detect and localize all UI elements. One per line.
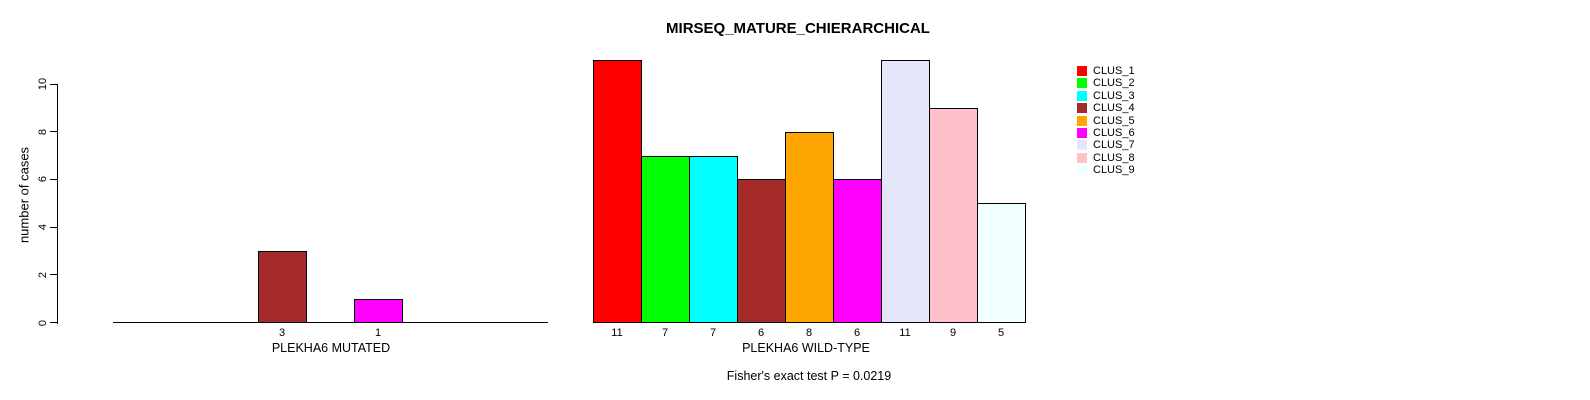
bar-wild_type-clus_2 (641, 156, 690, 323)
legend-label-clus_6: CLUS_6 (1093, 127, 1135, 139)
bar-wild_type-clus_9 (977, 203, 1026, 323)
legend-label-clus_7: CLUS_7 (1093, 139, 1135, 151)
legend-label-clus_1: CLUS_1 (1093, 65, 1135, 77)
bar-wild_type-clus_6 (833, 179, 882, 323)
bar-value-label-mutated-clus_4: 3 (278, 327, 286, 339)
bar-wild_type-clus_1 (593, 60, 642, 323)
bar-value-label-wild_type-clus_9: 5 (997, 327, 1005, 339)
bar-value-label-wild_type-clus_4: 6 (757, 327, 765, 339)
bar-value-label-wild_type-clus_5: 8 (805, 327, 813, 339)
y-axis-tick (50, 84, 57, 85)
bar-wild_type-clus_7 (881, 60, 930, 323)
legend-label-clus_3: CLUS_3 (1093, 90, 1135, 102)
y-axis-tick-label: 4 (37, 223, 49, 231)
bar-value-label-wild_type-clus_6: 6 (853, 327, 861, 339)
y-axis-tick-label: 10 (37, 77, 49, 91)
bar-wild_type-clus_5 (785, 132, 834, 323)
bar-value-label-wild_type-clus_7: 11 (899, 327, 911, 339)
y-axis-tick-label: 2 (37, 271, 49, 279)
legend-swatch-clus_3 (1077, 91, 1087, 101)
bar-value-label-wild_type-clus_2: 7 (661, 327, 669, 339)
x-axis-label-mutated: PLEKHA6 MUTATED (271, 341, 391, 355)
bar-value-label-wild_type-clus_8: 9 (949, 327, 957, 339)
legend-swatch-clus_1 (1077, 66, 1087, 76)
legend-swatch-clus_9 (1077, 165, 1087, 175)
fisher-test-annotation: Fisher's exact test P = 0.0219 (726, 369, 892, 383)
y-axis-tick (50, 179, 57, 180)
legend-label-clus_9: CLUS_9 (1093, 164, 1135, 176)
y-axis-tick (50, 227, 57, 228)
x-axis-label-wild-type: PLEKHA6 WILD-TYPE (742, 341, 870, 355)
x-axis-baseline-mutated (113, 322, 548, 323)
y-axis-tick (50, 274, 57, 275)
legend-swatch-clus_8 (1077, 153, 1087, 163)
bar-mutated-clus_4 (258, 251, 307, 323)
chart-title: MIRSEQ_MATURE_CHIERARCHICAL (666, 20, 930, 37)
bar-wild_type-clus_3 (689, 156, 738, 323)
bar-wild_type-clus_8 (929, 108, 978, 323)
bar-value-label-wild_type-clus_3: 7 (709, 327, 717, 339)
bar-value-label-mutated-clus_6: 1 (374, 327, 382, 339)
legend-swatch-clus_6 (1077, 128, 1087, 138)
y-axis-tick-label: 6 (37, 175, 49, 183)
legend-swatch-clus_2 (1077, 78, 1087, 88)
legend-swatch-clus_7 (1077, 140, 1087, 150)
y-axis-line (57, 84, 58, 324)
legend-swatch-clus_5 (1077, 116, 1087, 126)
y-axis-tick (50, 322, 57, 323)
legend-label-clus_2: CLUS_2 (1093, 77, 1135, 89)
y-axis-label: number of cases (16, 146, 32, 244)
y-axis-tick (50, 131, 57, 132)
y-axis-tick-label: 0 (37, 319, 49, 327)
legend-swatch-clus_4 (1077, 103, 1087, 113)
bar-value-label-wild_type-clus_1: 11 (611, 327, 623, 339)
legend-label-clus_5: CLUS_5 (1093, 115, 1135, 127)
bar-wild_type-clus_4 (737, 179, 786, 323)
y-axis-tick-label: 8 (37, 128, 49, 136)
bar-mutated-clus_6 (354, 299, 403, 323)
legend-label-clus_8: CLUS_8 (1093, 152, 1135, 164)
legend-label-clus_4: CLUS_4 (1093, 102, 1135, 114)
